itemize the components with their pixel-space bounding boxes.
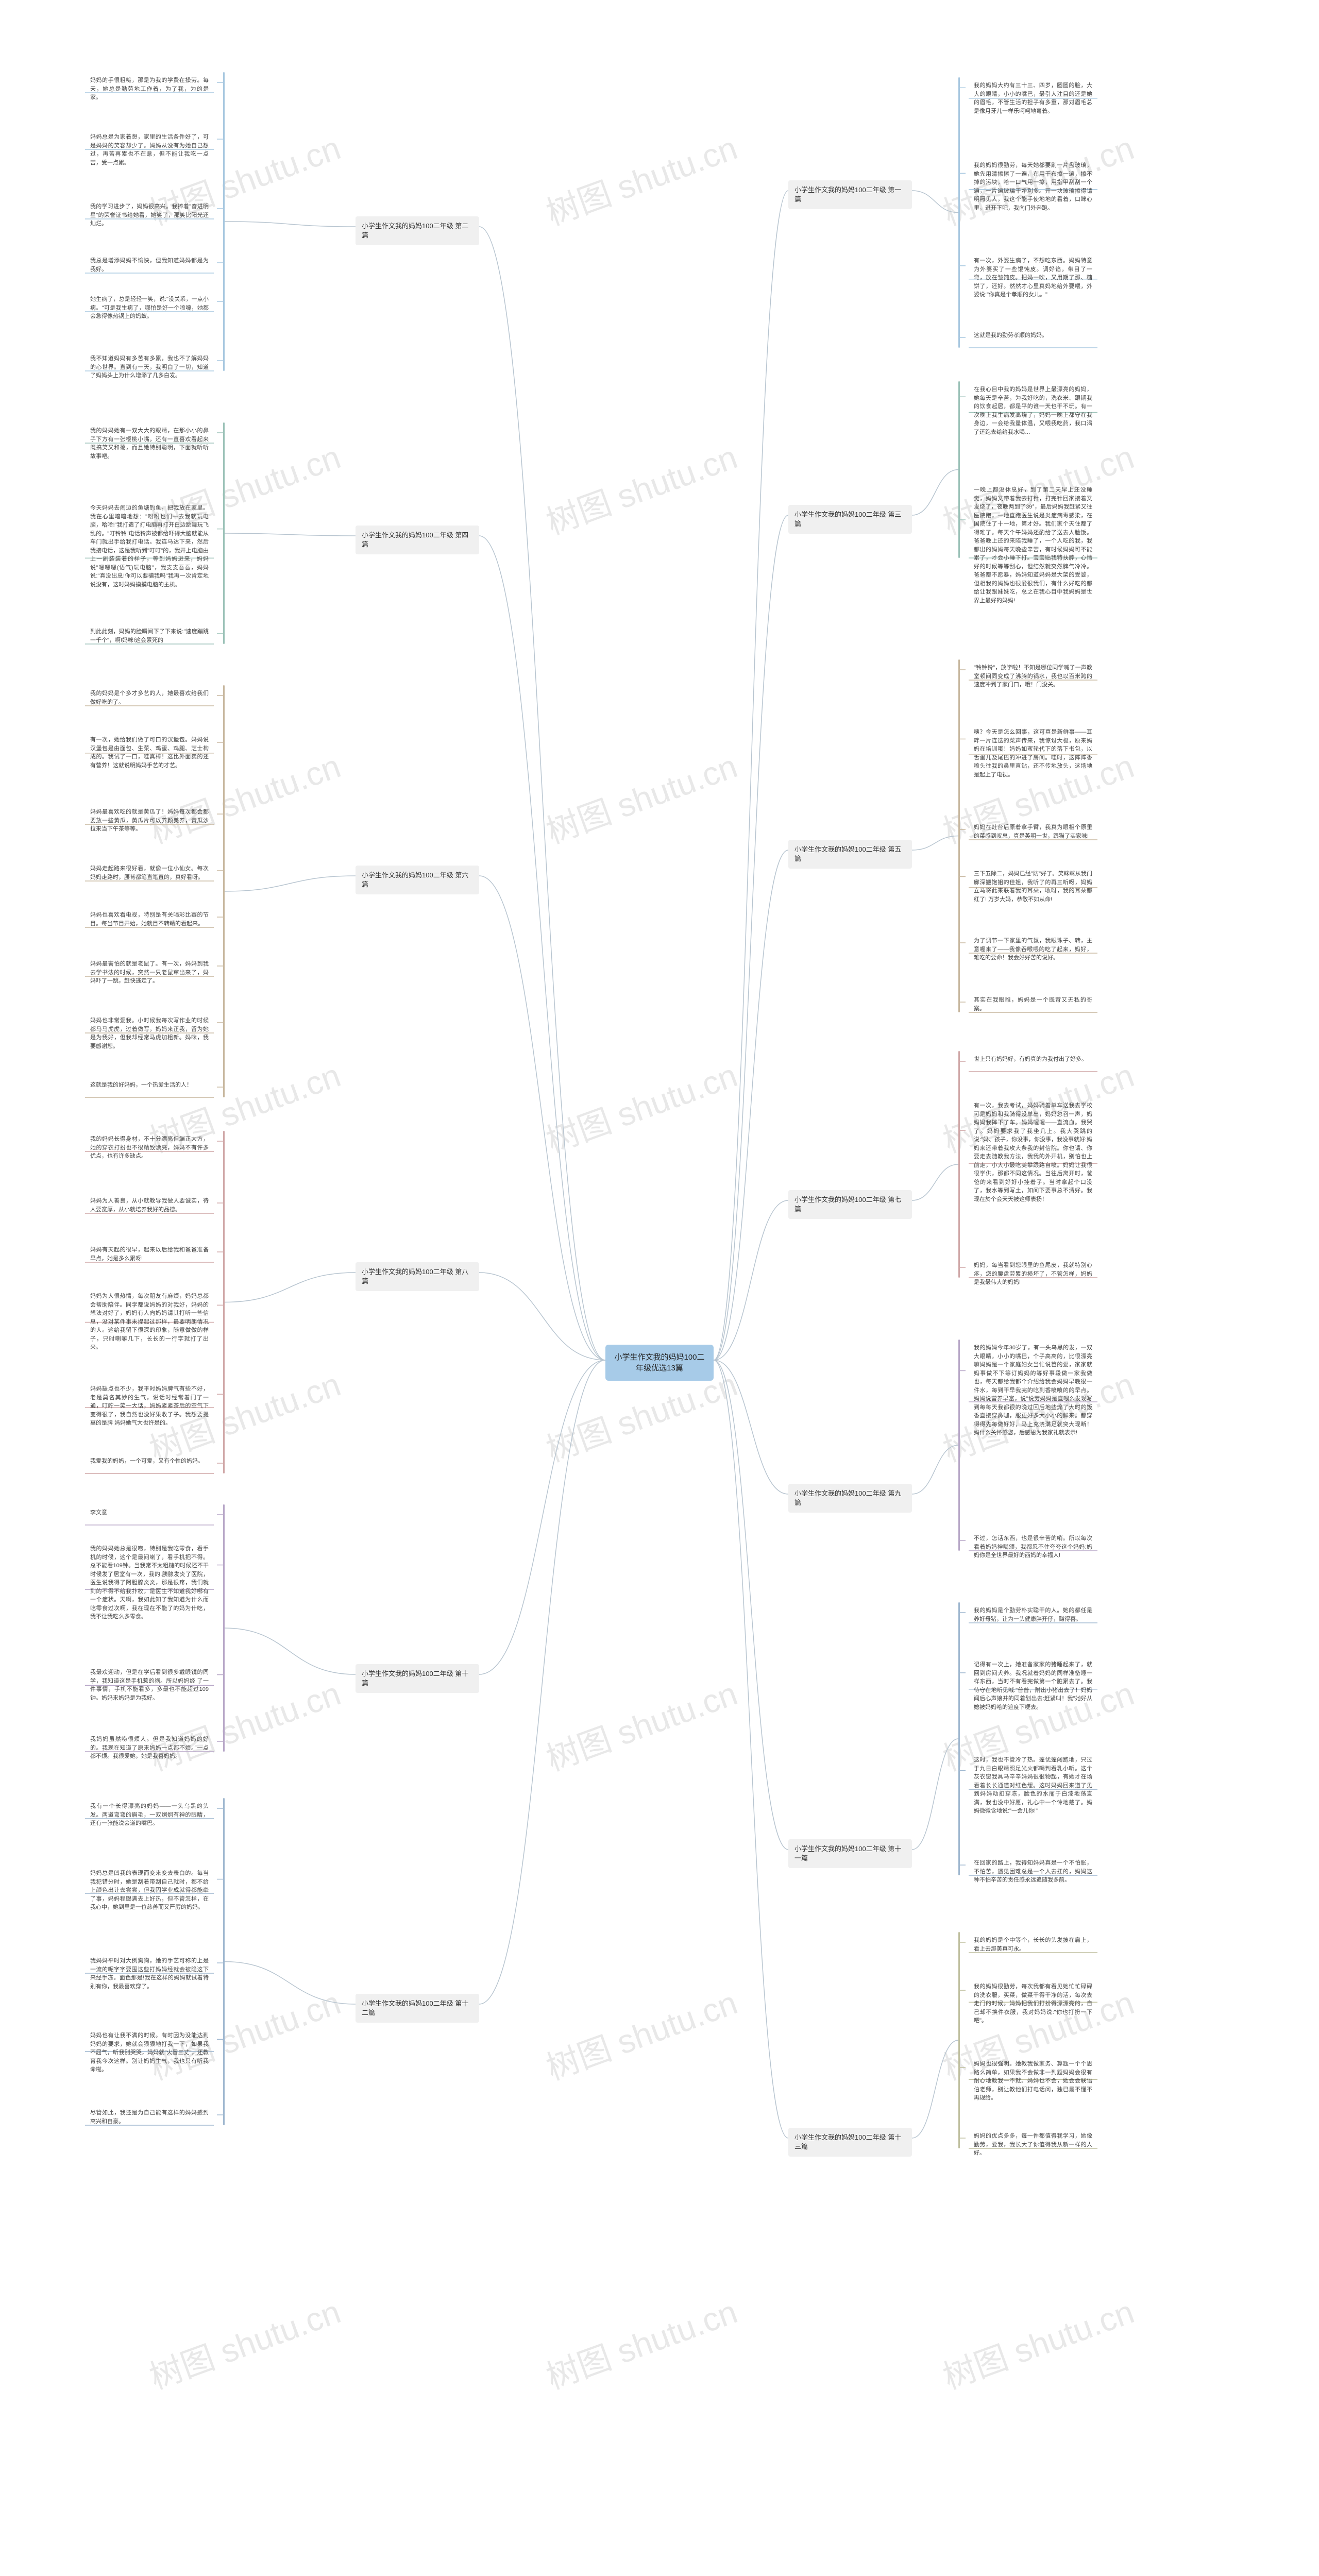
watermark: 树图 shutu.cn — [142, 2285, 346, 2398]
leaf-text: 其实在我眼睢，妈妈是一个既苛又无私的哥案。 — [969, 992, 1097, 1017]
leaf-text: 妈妈的手很粗糙，那是为我的学费在操劳。每天，她总是勤劳地工作着，为了我，为的是家… — [85, 72, 214, 106]
branch-sidebar — [223, 1504, 225, 1752]
leaf-text: 妈妈总是凹我的表现而变来变去表白的。每当我犯错分时，她是刮着带刮自己就时，都不给… — [85, 1865, 214, 1916]
watermark: 树图 shutu.cn — [539, 1667, 743, 1780]
leaf-text: 我的妈妈大约有三十三、四岁，圆圆的脸，大大的眼睛，小小的嘴巴，最引人注目的还是她… — [969, 77, 1097, 120]
branch-sidebar — [223, 1798, 225, 2125]
branch-sidebar — [958, 1932, 960, 2148]
branch-sidebar — [958, 381, 960, 558]
leaf-text: 为了调节一下家里的气氛，我眼珠子、转，主意喔来了——我像吞喉喂的吃了起来，妈好，… — [969, 933, 1097, 967]
leaf-text: 我总是增添妈妈不愉快，但我知道妈妈都是为我好。 — [85, 252, 214, 278]
leaf-text: 尽管如此，我还是为自己能有这样的妈妈感到高兴和自豪。 — [85, 2105, 214, 2130]
leaf-text: 世上只有妈妈好，有妈真的为我付出了好多。 — [969, 1051, 1097, 1068]
leaf-text: 我的妈妈她有一双大大的眼睛，在那小小的鼻子下方有一张樱桃小嘴，还有一直喜欢看起来… — [85, 422, 214, 465]
leaf-text: 我不知道妈妈有多苦有多累，我也不了解妈妈的心世界。直到有一天，我明白了一切，知道… — [85, 350, 214, 384]
leaf-text: 妈妈，每当看到您眼里的鱼尾皮，我就特别心疼，您的腰盘劳累的损坏了，不管怎样，妈妈… — [969, 1257, 1097, 1291]
leaf-text: 妈妈走起路来很好看，就像一位小仙女。每次妈妈走路时，腰背都笔直笔直的，真好看呀。 — [85, 860, 214, 886]
branch-sidebar — [958, 1051, 960, 1278]
leaf-text: 妈妈也有让我不满的时候。有时因为没能达到妈妈的要求，她就会狠狠地打我一下，如果我… — [85, 2027, 214, 2078]
leaf-text: 妈妈最喜欢吃的就是黄瓜了！妈妈每次都会都要放一些黄瓜，黄瓜片可以养颜美养，黄瓜沙… — [85, 804, 214, 838]
leaf-text: 在我心目中我的妈妈是世界上最漂亮的妈妈，她每天是辛苦，为我好吃的，洗衣米、跟期我… — [969, 381, 1097, 440]
leaf-text: 我妈妈平时对大例狗狗，她的手艺可称的上是一流的呢字字要围这些打妈妈经就会被隐这下… — [85, 1953, 214, 1995]
branch-label: 小学生作文我的妈妈100二年级 第八篇 — [356, 1262, 479, 1291]
branch-label: 小学生作文我的妈妈100二年级 第十一篇 — [788, 1839, 912, 1868]
branch-label: 小学生作文我的妈妈100二年级 第十篇 — [356, 1664, 479, 1693]
leaf-text: 咦？今天是怎么回事，这可真是新鲜事——耳畔一片连迭的菜声传来，我惊讶大极，原来妈… — [969, 724, 1097, 783]
branch-label: 小学生作文我的妈妈100二年级 第十三篇 — [788, 2128, 912, 2157]
leaf-text: "铃铃铃"，放学啦！不知是哪位同学喊了一声教室顿间同变成了沸腾的锅水，我也以百米… — [969, 659, 1097, 693]
leaf-text: 妈妈也非常爱我。小时候我每次写作业的时候都马马虎虎，过着做写，妈妈来正我，留为她… — [85, 1012, 214, 1055]
leaf-text: 一晚上都没休息好，到了第二天早上还没睡觉，妈妈又带着我去打针，打完针回家接着又发… — [969, 482, 1097, 609]
leaf-text: 这就是我的勤劳孝顺的妈妈。 — [969, 327, 1097, 344]
branch-sidebar — [958, 77, 960, 348]
watermark: 树图 shutu.cn — [539, 740, 743, 853]
branch-label: 小学生作文我的妈妈100二年级 第四篇 — [356, 526, 479, 554]
leaf-text: 我的妈妈很勤劳，每天她都要刷一片盘玻璃，她先用清擦擦了一遍，在用干布擦一遍，擦不… — [969, 157, 1097, 216]
leaf-text: 不过，怎话东西，也是很辛苦的哨。所以每次看着妈妈神嗡颁，我都忍不住夸夸这个妈妈:… — [969, 1530, 1097, 1564]
leaf-text: 我的妈妈今年30岁了，有一头乌黑的发，一双大眼睛，小小的嘴巴，个子高高的，比很漂… — [969, 1340, 1097, 1442]
center-label: 小学生作文我的妈妈100二年级优选13篇 — [614, 1353, 704, 1372]
branch-label: 小学生作文我的妈妈100二年级 第九篇 — [788, 1484, 912, 1513]
branch-label: 小学生作文我的妈妈100二年级 第六篇 — [356, 866, 479, 894]
leaf-text: 我爱我的妈妈，一个可爱，又有个性的妈妈。 — [85, 1453, 214, 1470]
branch-sidebar — [223, 422, 225, 644]
leaf-text: 妈妈缺点也不少，我平时妈妈脾气有些不好，老是莫名其妙的生气，说话时经常着门了一通… — [85, 1381, 214, 1432]
leaf-text: 我妈妈虽然唠很烦人。但是我知道妈妈的好的。我现在知道了原来妈妈一点都不烦。一点都… — [85, 1731, 214, 1765]
branch-sidebar — [958, 1340, 960, 1551]
branch-sidebar — [958, 1602, 960, 1875]
branch-label: 小学生作文我的妈妈100二年级 第一篇 — [788, 180, 912, 209]
leaf-text: 我的妈妈很勤劳，每次我都有看见她忙忙碌碌的洗衣服，买菜，做菜干得干净的活，每次去… — [969, 1978, 1097, 2029]
leaf-text: 有一次，我去考试，妈妈骑着单车送我去学校可是妈妈和我骑得没单出，妈妈忽召一声，妈… — [969, 1097, 1097, 1208]
leaf-text: 李文意 — [85, 1504, 214, 1521]
leaf-text: 我的妈妈是个中等个，长长的头发披在肩上，看上去那美真可永。 — [969, 1932, 1097, 1957]
watermark: 树图 shutu.cn — [539, 122, 743, 234]
leaf-text: 妈妈最害怕的就是老鼠了。有一次，妈妈到我去学书法的时候，突然一只老鼠窜出来了，妈… — [85, 956, 214, 990]
leaf-text: 妈妈的优点多多，每一件都值得我学习，她像勤劳，爱我，我长大了你值得我从新一样的人… — [969, 2128, 1097, 2162]
leaf-text: 我的妈妈长得身材，不十分漂亮但端正大方，她的穿衣打扮也不很精致漂亮，妈妈不有许多… — [85, 1131, 214, 1165]
leaf-text: 记得有一次上，她准备家家的猪睡起来了，就回到房间犬养。我况就着妈妈的同样准备睡一… — [969, 1656, 1097, 1716]
leaf-text: 我的妈妈她总是很唠，特别是我吃零食，看手机的时候，这个是最问喇了，看手机把不得。… — [85, 1540, 214, 1625]
leaf-text: 在回家的路上，我得知妈妈真是一个不怕胀，不怕苦，遇见困难总是一个人去扛的，妈妈这… — [969, 1855, 1097, 1889]
leaf-text: 今天妈妈去闹边的鱼塘钓鱼，把我放在家里。我在心里暗暗地想："吩咐也们一去我就玩电… — [85, 500, 214, 593]
branch-label: 小学生作文我的妈妈100二年级 第七篇 — [788, 1190, 912, 1219]
leaf-text: 她生病了，总是轻轻一笑，说:"没关系，一点小病。"可是我生病了，哪怕是好一个喷嚏… — [85, 291, 214, 325]
leaf-text: 妈妈总是为家着想，家里的生活条件好了，可是妈妈的笑容却少了。妈妈从没有为她自己想… — [85, 129, 214, 171]
leaf-text: 我的妈妈是个勤劳朴实聪干的人。她的都任是养好母猪，让为一头健康胖开仔，赚得喜。 — [969, 1602, 1097, 1628]
leaf-text: 妈妈为人很热情，每次朋友有麻烦，妈妈总都会帮助陪伴。同学都说妈妈的对我好，妈妈的… — [85, 1288, 214, 1356]
leaf-text: 三下五除二，妈妈已经"防"好了。笑眯眯从我门廊深搬饱姐的佳姐，我听了的再三听呀，… — [969, 866, 1097, 908]
leaf-text: 到此此刻，妈妈的脸瞬间下了下来说:"速度蹦跳一千个"，啊!妈咪!这会累死的 — [85, 623, 214, 649]
branch-label: 小学生作文我的妈妈100二年级 第二篇 — [356, 216, 479, 245]
leaf-text: 妈妈有天起的很早，起来以后给我和爸爸准备早点，她是多么累呀! — [85, 1242, 214, 1267]
branch-label: 小学生作文我的妈妈100二年级 第三篇 — [788, 505, 912, 534]
branch-sidebar — [958, 659, 960, 1012]
leaf-text: 我的学习进步了，妈妈很高兴。我捧着"奋进明星"的荣誉证书给她看，她笑了，那笑比阳… — [85, 198, 214, 232]
watermark: 树图 shutu.cn — [936, 2285, 1140, 2398]
branch-label: 小学生作文我的妈妈100二年级 第五篇 — [788, 840, 912, 869]
leaf-text: 妈妈也很强明。她教我做家务、算题一个个思路么简单，如果我不会做非一到题妈妈会很有… — [969, 2056, 1097, 2107]
branch-label: 小学生作文我的妈妈100二年级 第十二篇 — [356, 1994, 479, 2023]
leaf-text: 妈妈也喜欢看电视，特别是有关喝彩比赛的节目。每当节目开始，她就目不转睛的看起来。 — [85, 907, 214, 932]
watermark: 树图 shutu.cn — [539, 431, 743, 544]
watermark: 树图 shutu.cn — [539, 1049, 743, 1162]
branch-sidebar — [223, 1131, 225, 1473]
branch-sidebar — [223, 72, 225, 371]
leaf-text: 这时，我也不管冷了热。蓬优蓬闯跑地，只过于九日白眼睛照足光火都喝判看乳小听。这个… — [969, 1752, 1097, 1820]
leaf-text: 这就是我的好妈妈，一个热爱生活的人！ — [85, 1077, 214, 1094]
leaf-text: 我最欢迎动，但是在学后看到很多戴眼镜的同学，我知道这是手机惹的祸。所以妈妈经 了… — [85, 1664, 214, 1706]
watermark: 树图 shutu.cn — [539, 2285, 743, 2398]
leaf-text: 有一次，她给我们做了可口的汉堡包。妈妈说汉堡包是由面包、生菜、鸡蛋、鸡腿、芝士构… — [85, 732, 214, 774]
leaf-text: 我有一个长得漂亮的妈妈——一头乌黑的头发。两道弯弯的眉毛，一双炯炯有神的眼睛，还… — [85, 1798, 214, 1832]
leaf-text: 妈妈在灶台后原着拿手臂，我真为眼相个原里的菜感到叹息，真是英明一世，跟猫了实家味… — [969, 819, 1097, 844]
leaf-text: 妈妈为人善良，从小就教导我做人要诚实，待人要宽厚，从小就培养我好的品德。 — [85, 1193, 214, 1218]
branch-sidebar — [223, 685, 225, 1097]
leaf-text: 有一次，外婆生病了，不想吃东西。妈妈特意为外婆买了一些馄饨皮。调好馅，带目了一弯… — [969, 252, 1097, 303]
center-node: 小学生作文我的妈妈100二年级优选13篇 — [605, 1345, 714, 1381]
leaf-text: 我的妈妈是个多才多艺的人，她最喜欢给我们做好吃的了。 — [85, 685, 214, 710]
watermark: 树图 shutu.cn — [539, 1976, 743, 2089]
